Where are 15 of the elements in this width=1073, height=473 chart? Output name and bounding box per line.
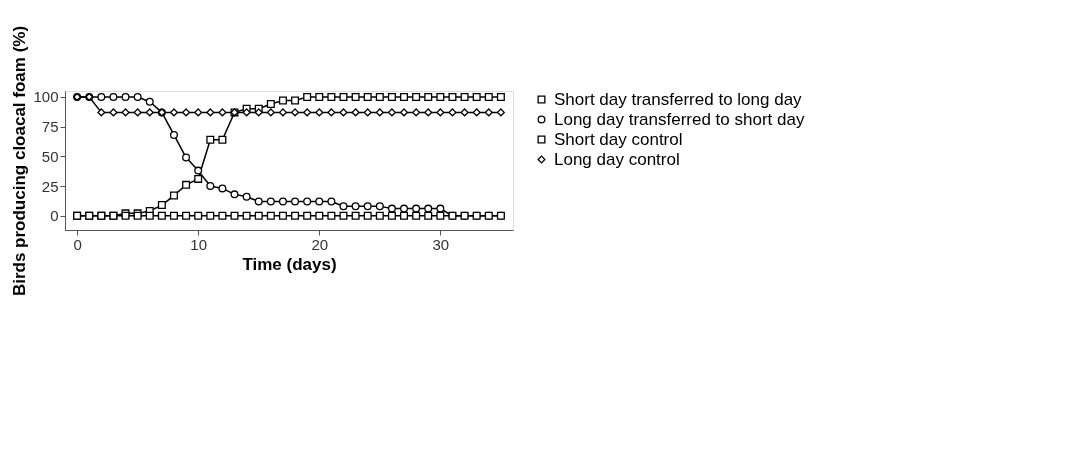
x-axis-title: Time (days) [242,254,337,274]
legend-label: Short day control [554,129,683,149]
x-tick-label: 20 [311,235,329,253]
legend-label: Short day transferred to long day [554,89,803,109]
y-axis-title: Birds producing cloacal foam (%) [10,25,30,297]
x-tick-label: 10 [190,235,208,253]
x-tick-label: 30 [432,235,450,253]
y-tick-label: 0 [50,207,59,225]
y-tick-label: 75 [41,118,59,136]
y-tick-label: 100 [33,88,59,106]
legend-label: Long day control [554,149,680,169]
legend-label: Long day transferred to short day [554,109,805,129]
y-tick-label: 50 [41,147,59,165]
x-tick-label: 0 [73,235,82,253]
y-tick-label: 25 [41,177,59,195]
